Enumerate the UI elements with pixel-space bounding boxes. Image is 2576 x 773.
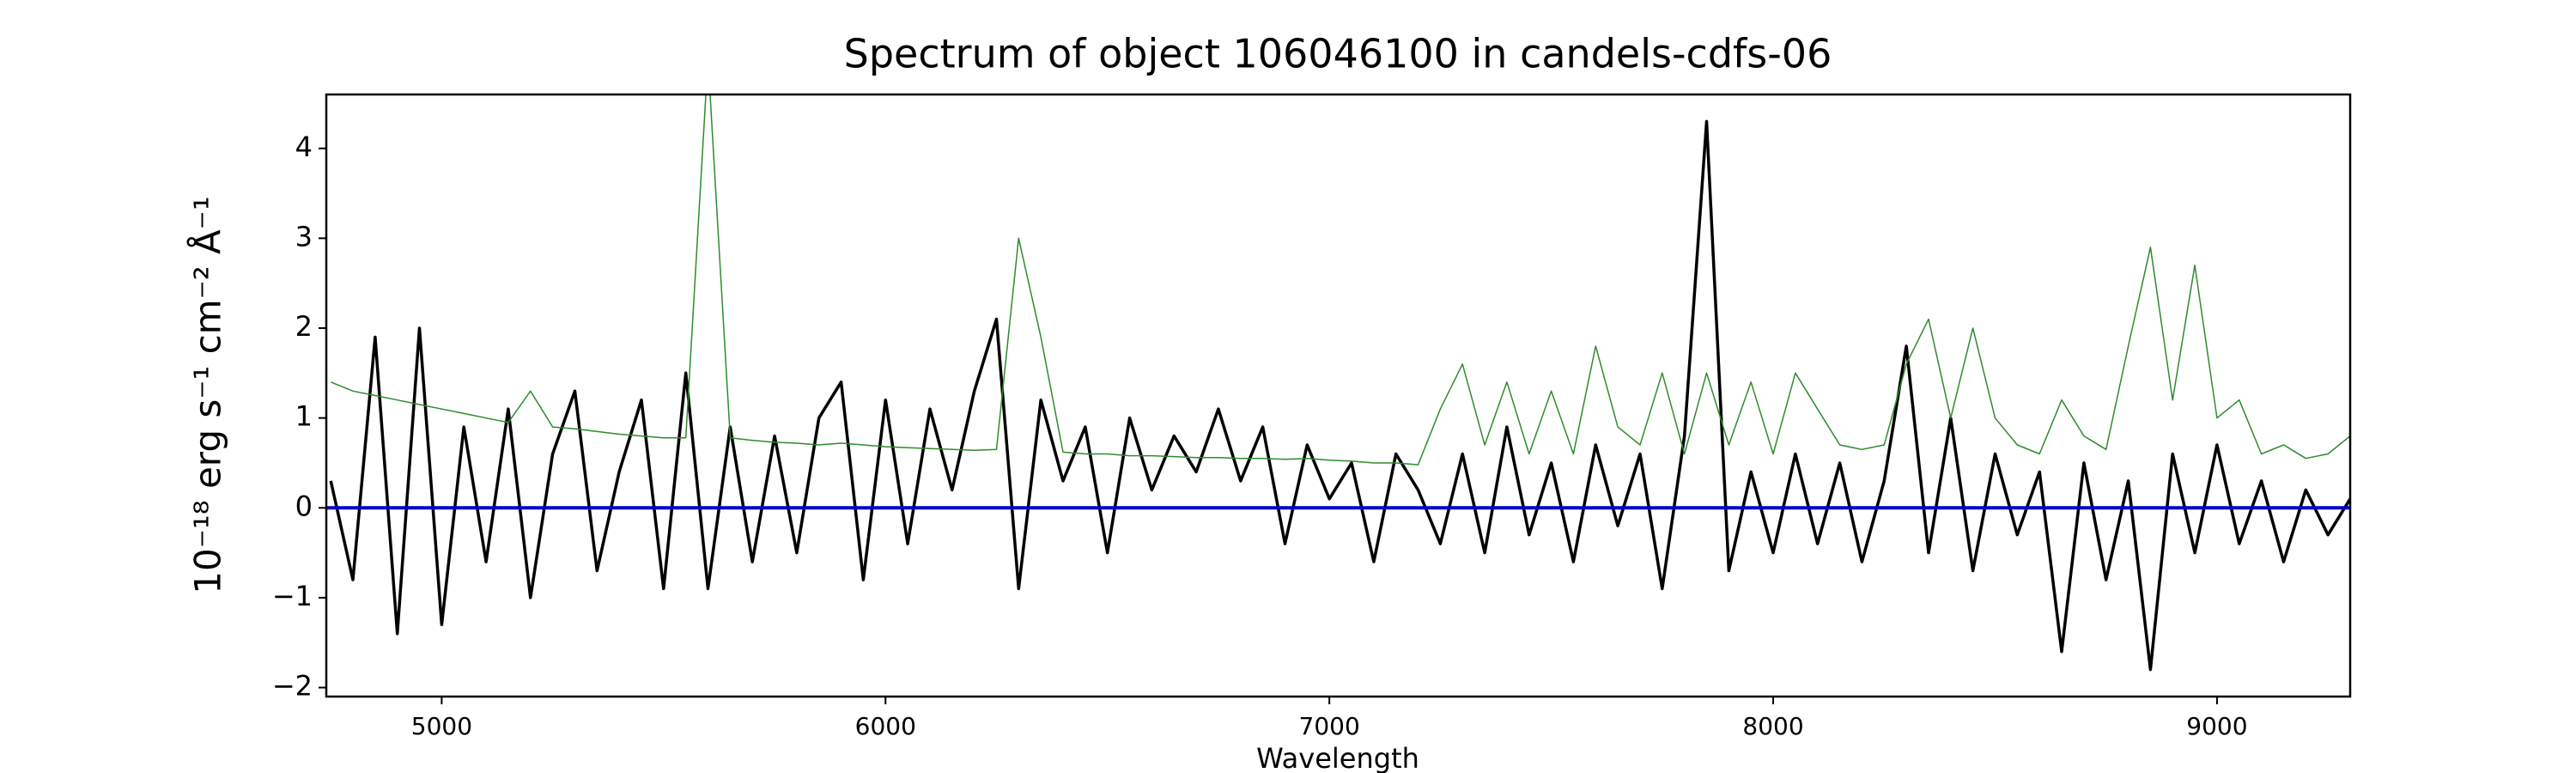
x-tick-label: 6000 — [855, 712, 916, 740]
x-tick-label: 5000 — [411, 712, 472, 740]
y-tick-label: 4 — [295, 131, 313, 163]
x-axis-label: Wavelength — [1256, 742, 1419, 773]
plot-frame — [325, 93, 2352, 698]
x-tick-label: 8000 — [1742, 712, 1803, 740]
y-tick-label: 3 — [295, 220, 313, 253]
chart-title: Spectrum of object 106046100 in candels-… — [844, 31, 1832, 77]
plot-lines — [326, 94, 2350, 672]
x-tick-label: 7000 — [1299, 712, 1360, 740]
y-tick-label: −2 — [272, 670, 313, 703]
spectrum-line — [329, 119, 2350, 672]
x-tick-label: 9000 — [2186, 712, 2247, 740]
y-tick-label: 1 — [295, 400, 313, 433]
y-axis-label: 10⁻¹⁸ erg s⁻¹ cm⁻² Å⁻¹ — [186, 196, 229, 593]
y-tick-label: 2 — [295, 310, 313, 343]
y-tick-label: 0 — [295, 490, 313, 522]
spectrum-line — [330, 94, 2350, 466]
y-tick-label: −1 — [272, 580, 313, 612]
